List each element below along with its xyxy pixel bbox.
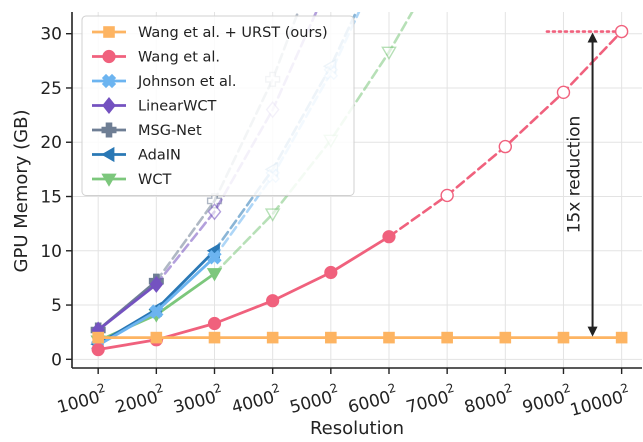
data-point — [92, 331, 104, 344]
x-axis-title: Resolution — [310, 418, 404, 438]
y-axis-title: GPU Memory (GB) — [11, 110, 32, 273]
x-tick-label: 90002 — [519, 381, 575, 418]
extrapolated-point — [614, 24, 629, 39]
data-point — [324, 265, 338, 280]
series-wang-et-al-urst-ours — [92, 331, 628, 344]
x-tick-label: 50002 — [286, 381, 342, 418]
data-point — [325, 331, 337, 344]
grid — [72, 12, 642, 368]
y-tick-label: 15 — [40, 188, 62, 208]
data-point — [206, 268, 223, 282]
arrow-head-top — [587, 32, 598, 43]
legend-label: Wang et al. + URST (ours) — [138, 25, 328, 41]
series-extrapolated-line — [155, 12, 300, 283]
y-tick-label: 20 — [40, 133, 62, 153]
legend-item: Johnson et al. — [92, 73, 237, 90]
data-point — [383, 331, 395, 344]
data-point — [150, 331, 163, 344]
extrapolated-point — [440, 188, 454, 203]
x-tick-label: 40002 — [228, 381, 284, 418]
legend-label: LinearWCT — [138, 99, 217, 115]
series-line — [97, 283, 158, 332]
data-point — [499, 331, 512, 344]
y-tick-label: 10 — [40, 242, 62, 262]
legend-label: Johnson et al. — [137, 74, 237, 90]
legend-marker — [102, 97, 116, 114]
y-tick-label: 30 — [40, 25, 62, 45]
axes — [66, 12, 642, 374]
data-point — [149, 304, 164, 319]
extrapolated-point — [556, 85, 571, 100]
x-tick-label: 30002 — [170, 381, 226, 418]
data-point — [557, 331, 570, 344]
legend-item: WCT — [92, 172, 171, 188]
legend-item: AdaIN — [92, 146, 181, 164]
series-line — [97, 235, 390, 351]
data-point — [208, 331, 221, 344]
legend-item: Wang et al. — [92, 50, 220, 66]
extrapolated-point — [381, 46, 397, 61]
x-tick-label: 100002 — [567, 381, 633, 421]
data-point — [615, 331, 628, 344]
x-tick-label: 20002 — [112, 381, 168, 418]
legend-marker — [101, 73, 117, 89]
series-wang-et-al — [91, 24, 629, 357]
legend-marker — [101, 146, 115, 163]
legend-label: Wang et al. — [138, 50, 220, 66]
legend-box — [81, 15, 355, 196]
data-point — [382, 230, 396, 244]
data-point — [91, 342, 105, 357]
annotation-group: 15x reduction — [545, 30, 617, 337]
legend-item: Wang et al. + URST (ours) — [92, 25, 328, 41]
legend-marker — [103, 26, 115, 38]
legend-label: AdaIN — [138, 148, 181, 164]
extrapolated-point — [264, 208, 281, 222]
data-point — [266, 331, 279, 344]
data-point — [441, 331, 453, 344]
data-point — [266, 294, 280, 308]
x-tick-label: 10002 — [54, 381, 110, 418]
legend-label: WCT — [138, 172, 171, 188]
legend-item: LinearWCT — [92, 97, 217, 115]
y-tick-label: 5 — [51, 296, 62, 316]
extrapolated-point — [498, 139, 513, 154]
legend-label: MSG-Net — [138, 123, 202, 139]
arrow-head-bottom — [587, 326, 598, 337]
legend-item: MSG-Net — [92, 122, 202, 139]
reduction-label: 15x reduction — [565, 116, 585, 234]
data-point — [149, 275, 164, 293]
x-tick-label: 80002 — [461, 381, 517, 418]
x-tick-label: 60002 — [345, 381, 401, 418]
legend-marker — [101, 173, 117, 187]
legend-marker — [102, 49, 116, 64]
legend: Wang et al. + URST (ours) Wang et al. John… — [81, 15, 355, 196]
legend-marker — [101, 122, 117, 138]
y-tick-label: 25 — [40, 79, 62, 99]
data-point — [207, 316, 222, 331]
y-tick-label: 0 — [51, 350, 62, 370]
x-tick-label: 70002 — [403, 381, 459, 418]
data-point — [207, 250, 222, 265]
extrapolated-point — [207, 203, 222, 221]
